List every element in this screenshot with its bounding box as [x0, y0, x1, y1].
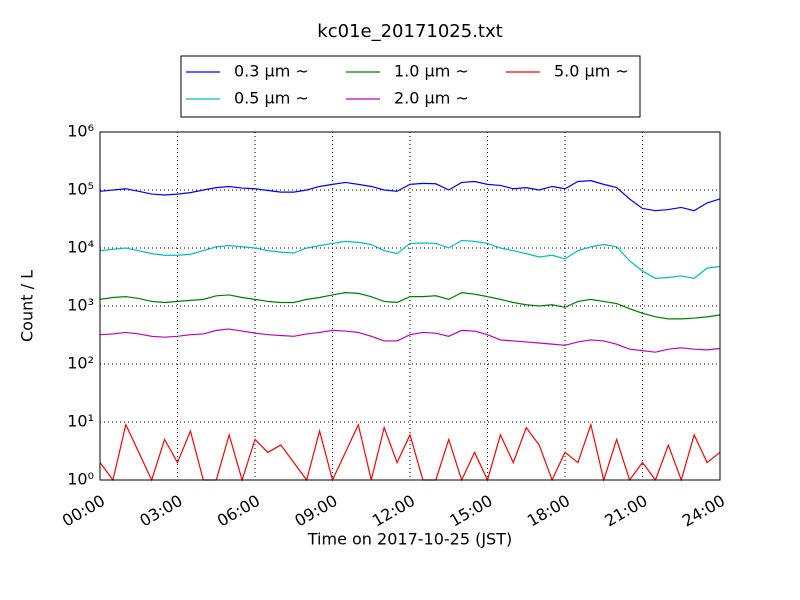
- series-line: [99, 292, 721, 320]
- series-line: [99, 239, 721, 279]
- plot-frame: [99, 131, 721, 481]
- y-tick-label: 10⁴: [67, 238, 94, 257]
- series-line: [99, 180, 721, 212]
- legend-label: 0.5 μm ~: [234, 89, 309, 108]
- y-tick-label: 10²: [67, 354, 94, 373]
- y-tick-label: 10⁶: [67, 122, 94, 141]
- x-axis-label: Time on 2017-10-25 (JST): [307, 530, 512, 549]
- y-tick-label: 10¹: [67, 412, 94, 431]
- y-tick-label: 10³: [67, 296, 94, 315]
- legend-label: 5.0 μm ~: [554, 62, 629, 81]
- legend-box: [180, 55, 641, 118]
- legend-label: 0.3 μm ~: [234, 62, 309, 81]
- y-tick-label: 10⁰: [67, 470, 94, 489]
- legend-label: 1.0 μm ~: [394, 62, 469, 81]
- legend-label: 2.0 μm ~: [394, 89, 469, 108]
- y-axis-label: Count / L: [18, 270, 37, 342]
- series-line: [99, 328, 721, 353]
- y-tick-label: 10⁵: [67, 180, 94, 199]
- chart-title: kc01e_20171025.txt: [317, 21, 502, 42]
